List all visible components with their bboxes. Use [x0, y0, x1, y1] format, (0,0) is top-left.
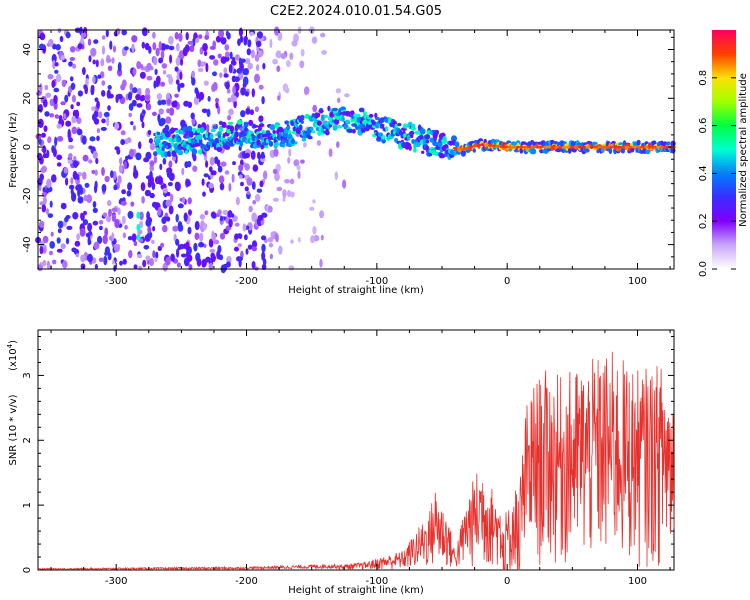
- svg-text:(x104): (x104): [6, 340, 19, 371]
- snr-scale-close: ): [8, 340, 19, 344]
- x-tick-label: -100: [366, 276, 389, 287]
- colorbar-gradient: [712, 30, 736, 269]
- figure-title: C2E2.2024.010.01.54.G05: [270, 4, 442, 19]
- y-tick-label: 0: [22, 144, 33, 150]
- snr-x-label: Height of straight line (km): [288, 585, 424, 596]
- colorbar: 0.0 0.2 0.4 0.6 0.8 Normalized spectral ampl…: [698, 30, 749, 277]
- spectrogram-y-label: Frequency (Hz): [8, 112, 19, 188]
- colorbar-tick-label: 0.0: [698, 261, 709, 277]
- x-tick-label: 0: [504, 276, 510, 287]
- snr-y-ticks: 0 1 2 3: [22, 335, 674, 573]
- snr-series-line: [37, 351, 675, 571]
- y-tick-label: 1: [22, 502, 33, 508]
- colorbar-ticks: 0.0 0.2 0.4 0.6 0.8: [698, 70, 736, 277]
- y-tick-label: 40: [22, 43, 33, 56]
- x-tick-label: -200: [235, 576, 258, 587]
- x-tick-label: -100: [366, 576, 389, 587]
- colorbar-tick-label: 0.4: [698, 165, 709, 181]
- snr-scale-prefix: (x10: [8, 348, 19, 371]
- colorbar-tick-label: 0.2: [698, 213, 709, 229]
- colorbar-tick-label: 0.8: [698, 70, 709, 86]
- spectrogram-x-ticks: -300 -200 -100 0 100: [50, 30, 671, 287]
- snr-x-ticks: -300 -200 -100 0 100: [50, 330, 671, 587]
- x-tick-label: -300: [105, 576, 128, 587]
- snr-scale-exponent: 4: [6, 343, 14, 348]
- spectrogram-ridge: [153, 105, 677, 161]
- x-tick-label: 100: [628, 276, 647, 287]
- x-tick-label: 100: [628, 576, 647, 587]
- colorbar-label: Normalized spectral amplitude: [738, 73, 749, 227]
- snr-scale-note: (x104): [6, 340, 19, 371]
- x-tick-label: 0: [504, 576, 510, 587]
- spectrogram-x-label: Height of straight line (km): [288, 285, 424, 296]
- spectrogram-frame: [37, 29, 675, 270]
- y-tick-label: -40: [22, 236, 33, 252]
- y-tick-label: 0: [22, 567, 33, 573]
- snr-y-label: SNR (10 * v/v): [8, 394, 19, 465]
- y-tick-label: -20: [22, 188, 33, 204]
- y-tick-label: 20: [22, 92, 33, 105]
- y-tick-label: 2: [22, 437, 33, 443]
- snr-frame: [37, 329, 675, 571]
- y-tick-label: 3: [22, 372, 33, 378]
- x-tick-label: -200: [235, 276, 258, 287]
- spectrogram-y-ticks: -40 -20 0 20 40: [22, 36, 674, 258]
- colorbar-tick-label: 0.6: [698, 118, 709, 134]
- snr-panel: -300 -200 -100 0 100 0 1 2 3 Height of straight…: [6, 329, 675, 596]
- x-tick-label: -300: [105, 276, 128, 287]
